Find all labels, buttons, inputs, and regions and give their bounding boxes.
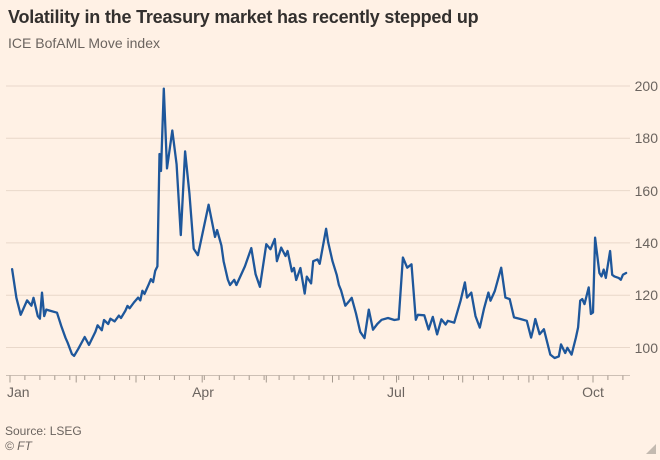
- x-tick-label-oct: Oct: [582, 384, 604, 400]
- y-tick-label: 160: [634, 183, 658, 199]
- ft-copyright: © FT: [5, 439, 32, 453]
- x-tick-label-apr: Apr: [192, 384, 214, 400]
- x-tick-label-jan: Jan: [7, 384, 30, 400]
- chart-subtitle: ICE BofAML Move index: [8, 35, 160, 51]
- x-tick-label-jul: Jul: [387, 384, 405, 400]
- series-line: [10, 87, 628, 360]
- y-tick-label: 100: [634, 340, 658, 356]
- chart-title: Volatility in the Treasury market has re…: [8, 7, 479, 27]
- x-axis-ticks: [9, 375, 624, 383]
- y-tick-label: 120: [634, 287, 658, 303]
- y-tick-label: 180: [634, 130, 658, 146]
- gridlines: [6, 85, 630, 348]
- resize-grip-icon: [646, 444, 656, 454]
- y-tick-label: 140: [634, 235, 658, 251]
- source-note: Source: LSEG: [5, 424, 82, 438]
- y-tick-label: 200: [634, 78, 658, 94]
